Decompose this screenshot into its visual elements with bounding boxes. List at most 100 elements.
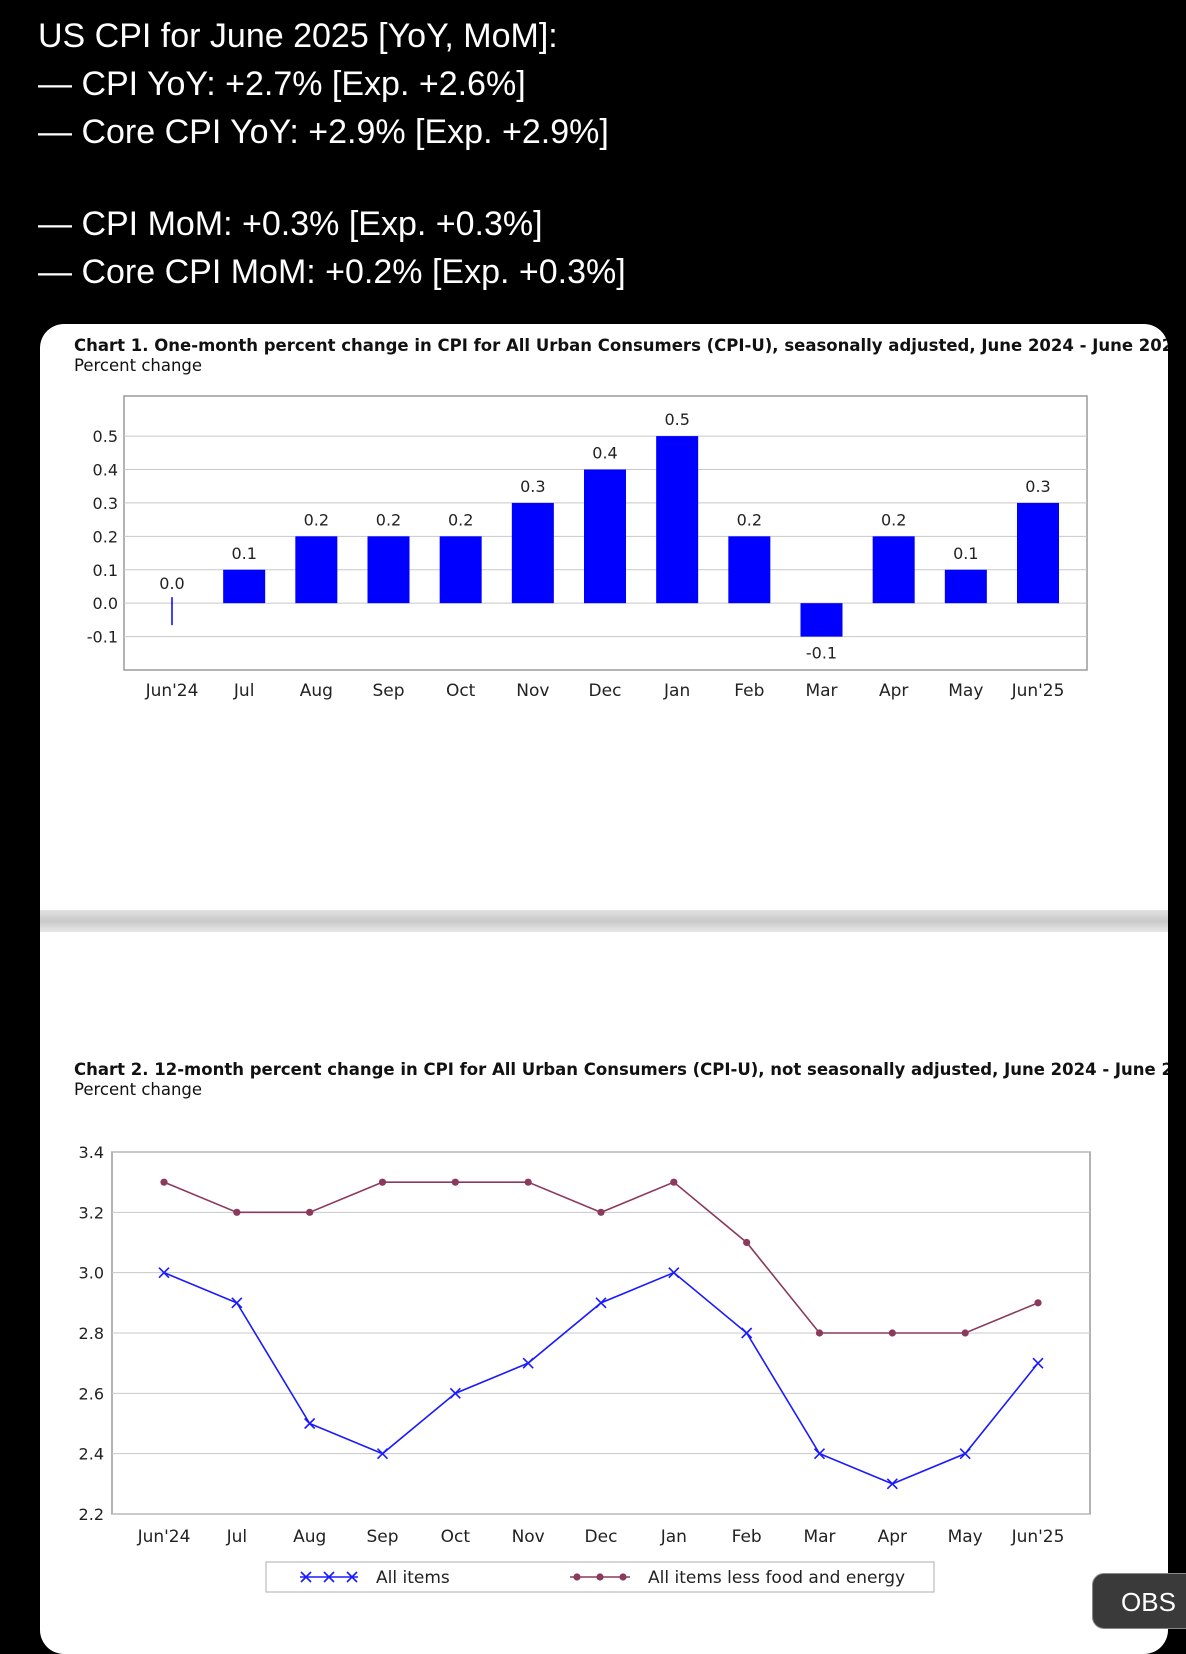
chart2-point-marker bbox=[378, 1178, 387, 1186]
chart2-point-marker bbox=[306, 1208, 314, 1216]
chart1-bar bbox=[800, 603, 843, 637]
chart1-bar bbox=[511, 502, 554, 604]
chart1-data-label: 0.2 bbox=[737, 510, 762, 529]
chart2-point-marker bbox=[451, 1178, 459, 1186]
chart2-point-marker bbox=[158, 1267, 170, 1279]
chart1-xtick-label: Oct bbox=[446, 681, 476, 701]
chart1-ytick-label: 0.1 bbox=[93, 561, 118, 580]
chart2-xtick-label: Feb bbox=[732, 1527, 762, 1547]
chart2-point-marker bbox=[959, 1448, 971, 1460]
chart2-point-marker bbox=[449, 1387, 461, 1399]
chart1-xtick-label: Aug bbox=[300, 681, 333, 701]
chart1-xtick-label: Feb bbox=[734, 681, 764, 701]
chart-image-card[interactable]: Chart 1. One-month percent change in CPI… bbox=[40, 324, 1168, 1654]
chart2-xtick-label: Dec bbox=[585, 1527, 618, 1547]
chart2-point-marker bbox=[233, 1208, 241, 1216]
chart2-xtick-label: Aug bbox=[293, 1527, 326, 1547]
chart2-ytick-label: 2.2 bbox=[79, 1505, 104, 1524]
chart2-legend-marker-1 bbox=[619, 1573, 627, 1581]
chart2-point-marker bbox=[813, 1448, 826, 1460]
tweet-header: US CPI for June 2025 [YoY, MoM]: — CPI Y… bbox=[38, 12, 626, 296]
chart1-bar bbox=[439, 536, 482, 604]
chart1-data-label: 0.1 bbox=[231, 544, 256, 563]
chart1-bar bbox=[1017, 502, 1059, 604]
chart1-xtick-label: Nov bbox=[516, 681, 549, 701]
chart1-bar-chart: -0.1 0.0 0.1 0.2 0.3 0.4 0.5 0.0 Jun'24 0.1 Jul 0.2… bbox=[87, 395, 1088, 701]
chart2-point-marker bbox=[670, 1178, 678, 1186]
chart2-legend-marker-0 bbox=[300, 1571, 312, 1583]
chart1-xtick-label: Dec bbox=[589, 681, 622, 701]
chart1-ylabel: Percent change bbox=[74, 356, 203, 375]
chart1-bar bbox=[728, 536, 771, 604]
chart2-xtick-label: Jul bbox=[226, 1527, 248, 1547]
chart2-ytick-label: 3.0 bbox=[79, 1264, 104, 1283]
chart1-xtick-label: Jun'24 bbox=[145, 681, 199, 701]
chart1-bar bbox=[223, 569, 266, 604]
header-core-cpi-mom: — Core CPI MoM: +0.2% [Exp. +0.3%] bbox=[38, 253, 626, 291]
chart2-xtick-label: Jun'25 bbox=[1011, 1527, 1065, 1547]
chart1-bar bbox=[367, 536, 410, 604]
header-cpi-yoy: — CPI YoY: +2.7% [Exp. +2.6%] bbox=[38, 65, 526, 103]
chart1-xtick-label: Apr bbox=[879, 681, 908, 701]
chart1-data-label: 0.4 bbox=[592, 444, 617, 463]
image-separator bbox=[40, 910, 1168, 932]
chart1-xtick-label: May bbox=[948, 681, 983, 701]
chart2-ytick-label: 2.8 bbox=[79, 1324, 104, 1343]
chart1-xtick-label: Mar bbox=[805, 681, 837, 701]
chart1-ytick-label: -0.1 bbox=[87, 628, 118, 647]
obs-button[interactable]: OBS bbox=[1092, 1573, 1186, 1629]
chart2-point-marker bbox=[304, 1417, 316, 1430]
chart2-point-marker bbox=[961, 1329, 969, 1337]
chart2-point-marker bbox=[743, 1238, 751, 1247]
chart2-point-marker bbox=[597, 1208, 605, 1216]
chart1-bar bbox=[584, 469, 626, 604]
chart1-xtick-label: Jan bbox=[663, 681, 690, 701]
chart2-point-marker bbox=[1034, 1299, 1042, 1307]
chart2-xtick-label: Sep bbox=[366, 1527, 398, 1547]
chart2-xtick-label: Apr bbox=[878, 1527, 907, 1547]
chart2-point-marker bbox=[886, 1478, 898, 1490]
header-core-cpi-yoy: — Core CPI YoY: +2.9% [Exp. +2.9%] bbox=[38, 113, 609, 151]
chart1-ytick-label: 0.5 bbox=[93, 427, 118, 446]
chart2-point-marker bbox=[668, 1267, 680, 1279]
chart1-data-label: 0.3 bbox=[520, 477, 545, 496]
chart2-legend-marker-1 bbox=[573, 1573, 581, 1581]
chart1-ytick-label: 0.2 bbox=[93, 527, 118, 546]
chart2-point-marker bbox=[524, 1178, 532, 1186]
chart2-ylabel: Percent change bbox=[74, 1080, 203, 1099]
chart1-bar bbox=[656, 436, 699, 604]
chart2-point-marker bbox=[888, 1329, 896, 1337]
chart1-xtick-label: Jul bbox=[233, 681, 255, 701]
chart2-point-marker bbox=[522, 1357, 534, 1369]
chart2-point-marker bbox=[376, 1448, 389, 1460]
chart1-data-label: 0.1 bbox=[953, 544, 978, 563]
chart1-bar bbox=[872, 536, 915, 604]
chart1-title: Chart 1. One-month percent change in CPI… bbox=[74, 336, 1168, 355]
chart1-data-label: 0.2 bbox=[376, 510, 401, 529]
chart2-point-marker bbox=[1032, 1357, 1044, 1369]
chart2-xtick-label: May bbox=[948, 1527, 983, 1547]
header-cpi-mom: — CPI MoM: +0.3% [Exp. +0.3%] bbox=[38, 205, 543, 243]
chart1-xtick-label: Sep bbox=[372, 681, 404, 701]
chart2-legend-marker-0 bbox=[346, 1571, 358, 1583]
chart1-bar bbox=[295, 536, 338, 604]
chart2-xtick-label: Oct bbox=[441, 1527, 471, 1547]
chart2-point-marker bbox=[741, 1327, 753, 1339]
chart2-point-marker bbox=[595, 1297, 607, 1309]
chart1-ytick-label: 0.0 bbox=[93, 594, 118, 613]
chart2-legend-marker-0 bbox=[323, 1571, 335, 1583]
chart1-ytick-label: 0.3 bbox=[93, 494, 118, 513]
header-title: US CPI for June 2025 [YoY, MoM]: bbox=[38, 17, 558, 55]
chart2-ytick-label: 2.6 bbox=[79, 1384, 104, 1403]
chart2-line-chart: 2.2 2.4 2.6 2.8 3.0 3.2 3.4 Jun'24 Jul Aug Sep Oct N… bbox=[79, 1143, 1091, 1593]
chart2-xtick-label: Jun'24 bbox=[137, 1527, 191, 1547]
chart2-ytick-label: 2.4 bbox=[79, 1445, 104, 1464]
chart2-legend-label-0: All items bbox=[376, 1568, 450, 1588]
chart2-xtick-label: Mar bbox=[803, 1527, 835, 1547]
chart2-ytick-label: 3.2 bbox=[79, 1203, 104, 1222]
chart1-data-label: 0.3 bbox=[1025, 477, 1050, 496]
chart1-bar bbox=[944, 569, 987, 604]
chart1-data-label: -0.1 bbox=[806, 644, 837, 663]
chart1-data-label: 0.2 bbox=[304, 510, 329, 529]
chart2-ytick-label: 3.4 bbox=[79, 1143, 104, 1162]
